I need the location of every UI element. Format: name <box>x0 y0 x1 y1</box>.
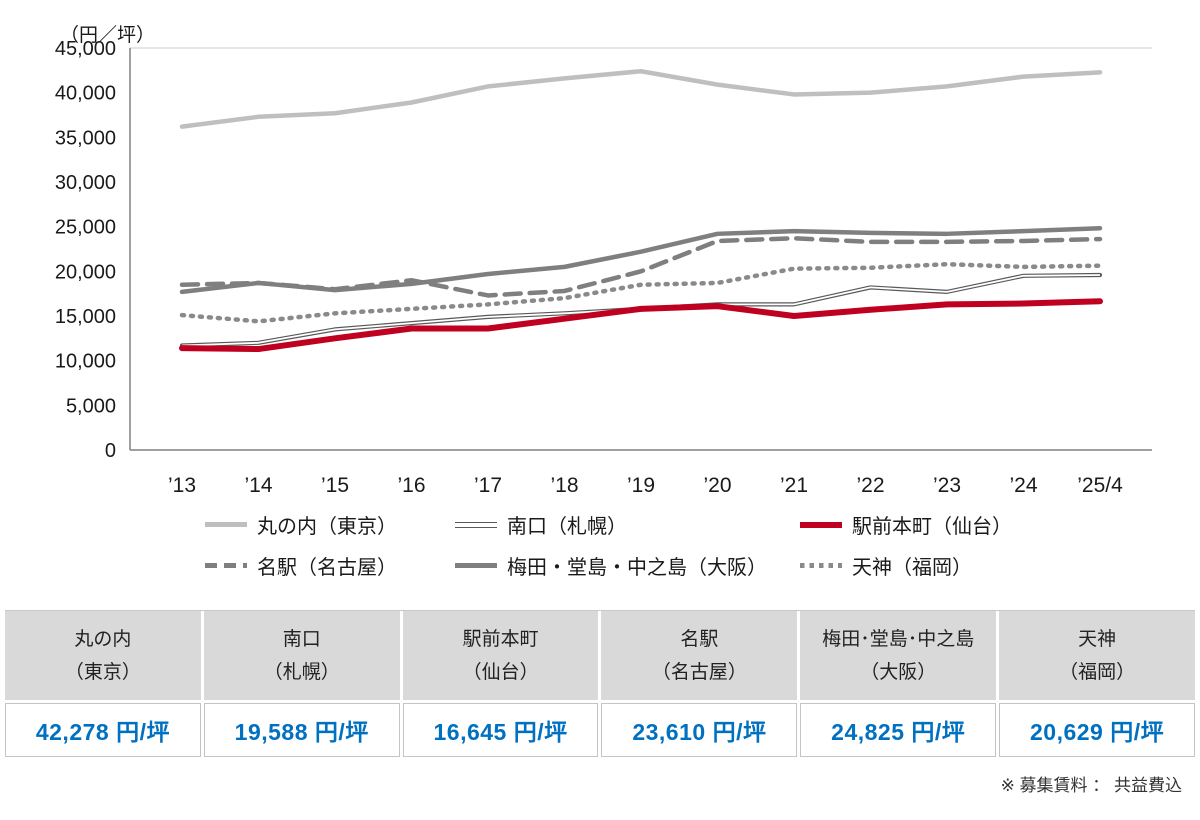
table-value-cell: 42,278 円/坪 <box>5 702 201 757</box>
y-tick-label: 0 <box>105 440 116 462</box>
x-tick-label: ’24 <box>1009 474 1037 497</box>
x-tick-label: ’22 <box>856 474 884 497</box>
legend-label: 南口（札幌） <box>507 516 627 538</box>
legend-label: 梅田・堂島・中之島（大阪） <box>507 557 767 579</box>
legend-label: 丸の内（東京） <box>257 516 397 538</box>
series-line <box>179 298 1103 353</box>
legend-item: 南口（札幌） <box>455 510 800 539</box>
table-header-cell: 丸の内 （東京） <box>5 611 201 700</box>
table-header-name: 天神 <box>1078 629 1117 650</box>
y-tick-label: 30,000 <box>55 172 116 194</box>
y-axis-unit-label: （円／坪） <box>60 25 156 46</box>
x-tick-label: ’20 <box>703 474 731 497</box>
legend-item: 駅前本町（仙台） <box>800 510 1130 539</box>
x-tick-label: ’19 <box>627 474 655 497</box>
table-value-cell: 20,629 円/坪 <box>999 702 1195 757</box>
table-header-city: （福岡） <box>1059 662 1136 684</box>
table-header-city: （東京） <box>64 662 141 684</box>
legend-label: 天神（福岡） <box>852 557 972 579</box>
legend-label: 駅前本町（仙台） <box>852 516 1012 538</box>
series-line <box>179 68 1103 129</box>
table-header-name: 駅前本町 <box>462 629 539 650</box>
rent-trend-chart-area: （円／坪） 0 5,000 10,000 15,000 20,000 25,000 30,0… <box>55 25 1152 497</box>
table-value-cell: 19,588 円/坪 <box>203 702 400 757</box>
table-header-city: （大阪） <box>860 662 937 684</box>
table-value-cell: 23,610 円/坪 <box>601 702 798 757</box>
legend-item: 丸の内（東京） <box>205 510 455 539</box>
table-header-city: （仙台） <box>462 662 539 684</box>
y-tick-label: 10,000 <box>55 351 116 373</box>
table-value-cell: 16,645 円/坪 <box>402 702 599 757</box>
series-line <box>179 261 1103 324</box>
legend-item: 梅田・堂島・中之島（大阪） <box>455 551 800 580</box>
footnote: ※ 募集賃料 ： 共益費込 <box>1000 775 1182 795</box>
y-tick-label: 35,000 <box>55 127 116 149</box>
legend-line-sample <box>800 521 842 528</box>
legend-line-sample <box>800 563 842 568</box>
rent-trend-chart: 0 5,000 10,000 15,000 20,000 25,000 30,000 35,0… <box>55 38 1152 497</box>
table-header-city: （名古屋） <box>651 662 747 684</box>
legend-line-sample <box>455 521 497 528</box>
x-tick-label: ’23 <box>933 474 961 497</box>
x-tick-label: ’25/4 <box>1077 474 1123 497</box>
x-tick-label: ’16 <box>397 474 425 497</box>
y-tick-label: 15,000 <box>55 306 116 328</box>
x-tick-label: ’13 <box>168 474 196 497</box>
y-tick-label: 25,000 <box>55 217 116 239</box>
legend-line-sample <box>205 522 247 527</box>
table-header-city: （札幌） <box>263 662 340 684</box>
y-tick-label: 20,000 <box>55 261 116 283</box>
chart-legend: 丸の内（東京） 南口（札幌） 駅前本町（仙台） 名駅（名古屋） 梅田・堂島・中之島（大阪… <box>205 510 1200 580</box>
x-tick-label: ’18 <box>550 474 578 497</box>
y-tick-label: 45,000 <box>55 38 116 60</box>
x-tick-label: ’17 <box>474 474 502 497</box>
legend-line-sample <box>205 563 247 568</box>
series-line <box>179 225 1103 295</box>
y-tick-label: 40,000 <box>55 83 116 105</box>
table-header-cell: 天神 （福岡） <box>999 611 1195 700</box>
table-header-cell: 梅田･堂島･中之島 （大阪） <box>800 611 997 700</box>
table-header-name: 梅田･堂島･中之島 <box>822 629 975 650</box>
legend-label: 名駅（名古屋） <box>257 557 397 579</box>
table-header-name: 南口 <box>282 629 321 650</box>
x-tick-label: ’21 <box>780 474 808 497</box>
table-header-name: 丸の内 <box>74 629 132 650</box>
table-header-cell: 駅前本町 （仙台） <box>402 611 599 700</box>
table-value-cell: 24,825 円/坪 <box>800 702 997 757</box>
y-tick-label: 5,000 <box>66 395 116 417</box>
legend-item: 名駅（名古屋） <box>205 551 455 580</box>
table-header-cell: 南口 （札幌） <box>203 611 400 700</box>
legend-item: 天神（福岡） <box>800 551 1130 580</box>
rent-summary-table: 丸の内 （東京） 南口 （札幌） 駅前本町 （仙台） 名駅 （名古屋） 梅田･堂島･中之島 （大阪… <box>5 610 1195 757</box>
table-header-cell: 名駅 （名古屋） <box>601 611 798 700</box>
legend-line-sample <box>455 563 497 568</box>
x-tick-label: ’15 <box>321 474 349 497</box>
x-tick-label: ’14 <box>244 474 272 497</box>
table-header-name: 名駅 <box>680 629 719 650</box>
